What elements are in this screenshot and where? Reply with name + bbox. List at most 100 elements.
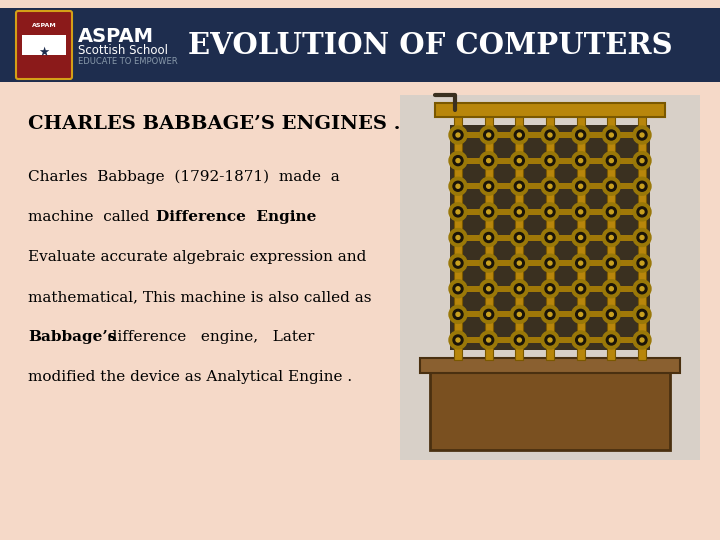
Circle shape	[576, 156, 585, 166]
Circle shape	[449, 152, 467, 170]
Circle shape	[514, 130, 524, 140]
Circle shape	[603, 152, 621, 170]
Circle shape	[633, 177, 651, 195]
Circle shape	[449, 254, 467, 272]
Bar	[400, 95, 700, 460]
Circle shape	[456, 159, 460, 163]
Circle shape	[548, 338, 552, 342]
Circle shape	[541, 152, 559, 170]
Circle shape	[480, 331, 498, 349]
Circle shape	[510, 152, 528, 170]
Circle shape	[548, 235, 552, 240]
Circle shape	[514, 181, 524, 191]
Circle shape	[518, 261, 521, 265]
Text: mathematical, This machine is also called as: mathematical, This machine is also calle…	[28, 290, 372, 304]
Circle shape	[579, 133, 582, 137]
Circle shape	[449, 331, 467, 349]
Circle shape	[449, 203, 467, 221]
Bar	[430, 370, 670, 450]
Circle shape	[514, 233, 524, 242]
Circle shape	[579, 312, 582, 316]
Circle shape	[606, 309, 616, 319]
Circle shape	[576, 181, 585, 191]
Circle shape	[484, 258, 494, 268]
Circle shape	[487, 235, 490, 240]
Circle shape	[637, 309, 647, 319]
Circle shape	[518, 133, 521, 137]
Circle shape	[484, 309, 494, 319]
Circle shape	[453, 156, 463, 166]
Bar	[454, 260, 646, 266]
Circle shape	[456, 338, 460, 342]
Text: Evaluate accurate algebraic expression and: Evaluate accurate algebraic expression a…	[28, 250, 366, 264]
Circle shape	[637, 130, 647, 140]
Text: Babbage’s: Babbage’s	[28, 330, 117, 344]
Text: Scottish School: Scottish School	[78, 44, 168, 57]
Circle shape	[518, 338, 521, 342]
Circle shape	[514, 335, 524, 345]
Circle shape	[606, 284, 616, 294]
Circle shape	[640, 261, 644, 265]
Circle shape	[640, 287, 644, 291]
Bar	[0, 8, 720, 82]
Bar	[454, 312, 646, 318]
Circle shape	[518, 184, 521, 188]
Circle shape	[579, 184, 582, 188]
Circle shape	[453, 207, 463, 217]
Circle shape	[453, 335, 463, 345]
Circle shape	[576, 309, 585, 319]
Circle shape	[609, 210, 613, 214]
Circle shape	[456, 133, 460, 137]
Bar	[454, 337, 646, 343]
Circle shape	[449, 228, 467, 246]
Bar	[450, 125, 650, 350]
Bar	[485, 115, 492, 360]
Circle shape	[480, 152, 498, 170]
Circle shape	[609, 312, 613, 316]
Circle shape	[640, 210, 644, 214]
Circle shape	[541, 203, 559, 221]
Circle shape	[572, 126, 590, 144]
Circle shape	[487, 210, 490, 214]
Circle shape	[484, 233, 494, 242]
Circle shape	[480, 203, 498, 221]
Circle shape	[640, 338, 644, 342]
Circle shape	[484, 207, 494, 217]
Circle shape	[514, 258, 524, 268]
Circle shape	[637, 233, 647, 242]
Bar	[435, 103, 665, 117]
Circle shape	[480, 306, 498, 323]
Circle shape	[633, 152, 651, 170]
Circle shape	[579, 210, 582, 214]
Circle shape	[576, 233, 585, 242]
Circle shape	[609, 261, 613, 265]
Circle shape	[487, 184, 490, 188]
Circle shape	[480, 280, 498, 298]
Circle shape	[484, 284, 494, 294]
Circle shape	[453, 309, 463, 319]
Circle shape	[609, 184, 613, 188]
Circle shape	[572, 228, 590, 246]
Circle shape	[548, 133, 552, 137]
Circle shape	[637, 156, 647, 166]
Circle shape	[603, 177, 621, 195]
Circle shape	[633, 228, 651, 246]
Circle shape	[518, 159, 521, 163]
Circle shape	[640, 312, 644, 316]
Circle shape	[579, 338, 582, 342]
Circle shape	[487, 261, 490, 265]
Circle shape	[456, 235, 460, 240]
Circle shape	[510, 228, 528, 246]
Circle shape	[456, 184, 460, 188]
Circle shape	[487, 287, 490, 291]
Circle shape	[606, 233, 616, 242]
Circle shape	[510, 203, 528, 221]
Circle shape	[518, 312, 521, 316]
Circle shape	[545, 258, 555, 268]
Circle shape	[545, 233, 555, 242]
Text: Charles  Babbage  (1792-1871)  made  a: Charles Babbage (1792-1871) made a	[28, 170, 340, 184]
Circle shape	[572, 177, 590, 195]
Circle shape	[606, 156, 616, 166]
Circle shape	[487, 159, 490, 163]
Text: CHARLES BABBAGE’S ENGINES .: CHARLES BABBAGE’S ENGINES .	[28, 115, 400, 133]
